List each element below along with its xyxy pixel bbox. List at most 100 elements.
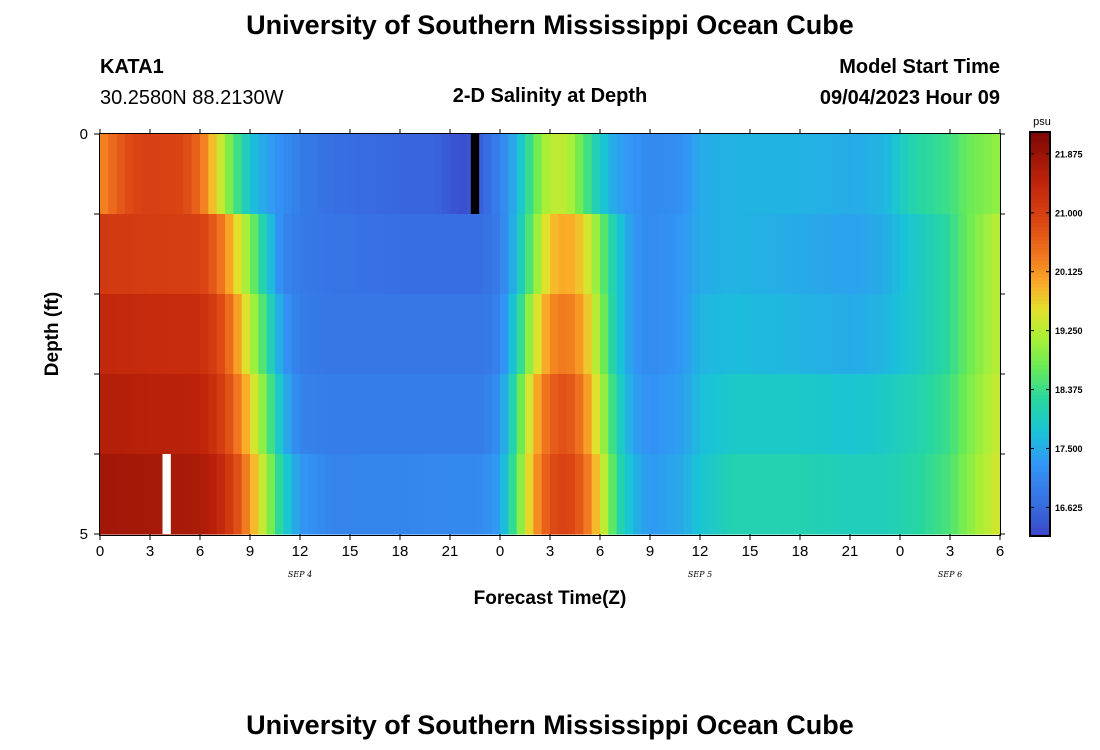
heatmap-cell bbox=[733, 454, 743, 535]
heatmap-cell bbox=[408, 294, 418, 375]
colorbar-segment bbox=[1030, 404, 1050, 409]
heatmap-cell bbox=[666, 454, 676, 535]
heatmap-cell bbox=[308, 134, 318, 215]
colorbar: 21.875 21.000 20.125 19.250 18.375 17.500 16.6… bbox=[1029, 131, 1083, 537]
heatmap-cell bbox=[983, 454, 993, 535]
heatmap-cell bbox=[683, 454, 693, 535]
heatmap-cell bbox=[741, 294, 751, 375]
heatmap-cell bbox=[466, 294, 476, 375]
heatmap-cell bbox=[283, 294, 293, 375]
heatmap-cell bbox=[750, 134, 759, 215]
heatmap-cell bbox=[800, 454, 809, 535]
heatmap-cell bbox=[891, 374, 901, 455]
x-axis-title: Forecast Time(Z) bbox=[474, 588, 627, 609]
heatmap-cell bbox=[141, 454, 151, 535]
heatmap-cell bbox=[916, 454, 926, 535]
heatmap-cells bbox=[100, 134, 1001, 535]
heatmap-cell bbox=[741, 374, 751, 455]
colorbar-segment bbox=[1030, 219, 1050, 224]
heatmap-cell bbox=[591, 134, 601, 215]
heatmap-cell bbox=[450, 374, 459, 455]
heatmap-cell bbox=[766, 294, 776, 375]
heatmap-cell bbox=[325, 374, 334, 455]
heatmap-cell bbox=[850, 294, 859, 375]
heatmap-cell bbox=[133, 134, 143, 215]
y-axis-title: Depth (ft) bbox=[42, 292, 63, 376]
heatmap-cell bbox=[708, 374, 718, 455]
colorbar-segment bbox=[1030, 135, 1050, 140]
heatmap-cell bbox=[308, 294, 318, 375]
heatmap-cell bbox=[225, 294, 234, 375]
heatmap-cell bbox=[600, 374, 609, 455]
heatmap-cell bbox=[100, 134, 109, 215]
colorbar-segment bbox=[1030, 300, 1050, 305]
heatmap-cell bbox=[191, 294, 201, 375]
heatmap-cell bbox=[533, 214, 543, 295]
heatmap-cell bbox=[375, 214, 384, 295]
heatmap-cell bbox=[816, 294, 826, 375]
heatmap-cell bbox=[666, 134, 676, 215]
colorbar-segment bbox=[1030, 428, 1050, 433]
colorbar-segment bbox=[1030, 455, 1050, 460]
heatmap-cell bbox=[108, 294, 118, 375]
heatmap-cell bbox=[675, 374, 684, 455]
colorbar-segment bbox=[1030, 320, 1050, 325]
heatmap-cell bbox=[675, 294, 684, 375]
heatmap-cell bbox=[983, 374, 993, 455]
heatmap-cell bbox=[133, 294, 143, 375]
heatmap-cell bbox=[175, 134, 184, 215]
heatmap-cell bbox=[925, 374, 934, 455]
heatmap-cell bbox=[575, 134, 584, 215]
heatmap-cell bbox=[633, 214, 643, 295]
heatmap-cell bbox=[141, 134, 151, 215]
colorbar-segment bbox=[1030, 438, 1050, 443]
heatmap-cell bbox=[341, 134, 351, 215]
heatmap-cell bbox=[666, 374, 676, 455]
heatmap-cell bbox=[925, 134, 934, 215]
heatmap-cell bbox=[491, 134, 501, 215]
colorbar-segment bbox=[1030, 472, 1050, 476]
heatmap-cell bbox=[116, 134, 126, 215]
heatmap-cell bbox=[166, 134, 176, 215]
heatmap-cell bbox=[233, 374, 243, 455]
heatmap-cell bbox=[741, 214, 751, 295]
heatmap-cell bbox=[666, 214, 676, 295]
heatmap-cell bbox=[416, 294, 426, 375]
heatmap-cell bbox=[316, 454, 326, 535]
heatmap-cell bbox=[858, 454, 868, 535]
colorbar-segment bbox=[1030, 212, 1050, 217]
heatmap-cell bbox=[141, 374, 151, 455]
heatmap-cell bbox=[816, 374, 826, 455]
colorbar-segment bbox=[1030, 387, 1050, 392]
colorbar-segment bbox=[1030, 448, 1050, 453]
chart-subtitle: 2-D Salinity at Depth bbox=[452, 85, 648, 107]
colorbar-segment bbox=[1030, 276, 1050, 281]
x-tick-label: 15 bbox=[342, 543, 359, 560]
colorbar-segment bbox=[1030, 266, 1050, 271]
heatmap-cell bbox=[250, 374, 259, 455]
heatmap-cell bbox=[275, 134, 284, 215]
colorbar-segment bbox=[1030, 280, 1050, 285]
heatmap-cell bbox=[616, 134, 626, 215]
heatmap-cell bbox=[683, 214, 693, 295]
colorbar-segment bbox=[1030, 172, 1050, 177]
heatmap-cell bbox=[166, 454, 176, 535]
heatmap-cell bbox=[116, 374, 126, 455]
colorbar-segment bbox=[1030, 303, 1050, 308]
heatmap-cell bbox=[325, 214, 334, 295]
colorbar-segment bbox=[1030, 182, 1050, 187]
heatmap-cell bbox=[650, 374, 659, 455]
heatmap-cell bbox=[833, 374, 843, 455]
heatmap-cell bbox=[958, 294, 968, 375]
heatmap-cell bbox=[650, 454, 659, 535]
heatmap-cell bbox=[566, 214, 576, 295]
heatmap-cell bbox=[675, 454, 684, 535]
heatmap-cell bbox=[583, 454, 593, 535]
heatmap-cell bbox=[841, 454, 851, 535]
heatmap-cell bbox=[866, 454, 876, 535]
heatmap-cell bbox=[258, 134, 268, 215]
heatmap-cell bbox=[283, 454, 293, 535]
heatmap-cell bbox=[375, 134, 384, 215]
heatmap-cell bbox=[483, 294, 493, 375]
